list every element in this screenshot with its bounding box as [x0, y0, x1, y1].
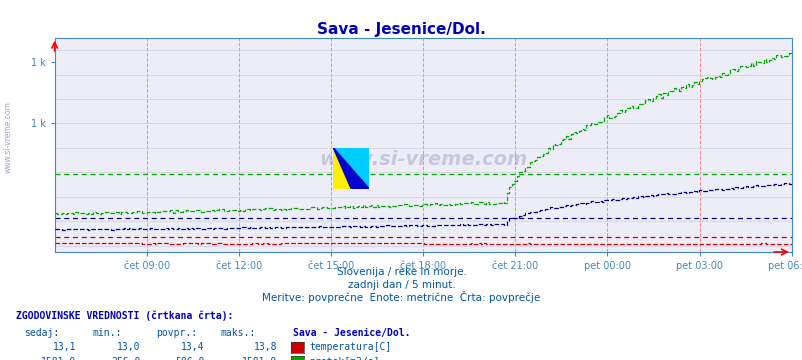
Text: Sava - Jesenice/Dol.: Sava - Jesenice/Dol.	[317, 22, 485, 37]
Polygon shape	[333, 148, 369, 189]
Text: www.si-vreme.com: www.si-vreme.com	[318, 150, 527, 170]
Text: 586,8: 586,8	[175, 357, 205, 360]
Polygon shape	[333, 148, 369, 189]
Text: min.:: min.:	[92, 328, 122, 338]
Text: 256,8: 256,8	[111, 357, 140, 360]
Text: 13,4: 13,4	[181, 342, 205, 352]
Text: www.si-vreme.com: www.si-vreme.com	[3, 101, 13, 173]
Text: temperatura[C]: temperatura[C]	[309, 342, 391, 352]
Text: Sava - Jesenice/Dol.: Sava - Jesenice/Dol.	[293, 328, 410, 338]
Text: 1581,0: 1581,0	[241, 357, 277, 360]
Text: zadnji dan / 5 minut.: zadnji dan / 5 minut.	[347, 280, 455, 290]
Text: Meritve: povprečne  Enote: metrične  Črta: povprečje: Meritve: povprečne Enote: metrične Črta:…	[262, 291, 540, 303]
Text: sedaj:: sedaj:	[24, 328, 59, 338]
Text: pretok[m3/s]: pretok[m3/s]	[309, 357, 379, 360]
Text: povpr.:: povpr.:	[156, 328, 197, 338]
Text: ZGODOVINSKE VREDNOSTI (črtkana črta):: ZGODOVINSKE VREDNOSTI (črtkana črta):	[16, 310, 233, 321]
Text: 13,0: 13,0	[117, 342, 140, 352]
Polygon shape	[333, 148, 369, 189]
Text: Slovenija / reke in morje.: Slovenija / reke in morje.	[336, 267, 466, 278]
Text: 13,1: 13,1	[53, 342, 76, 352]
Text: 1581,0: 1581,0	[41, 357, 76, 360]
Text: maks.:: maks.:	[221, 328, 256, 338]
Text: 13,8: 13,8	[253, 342, 277, 352]
